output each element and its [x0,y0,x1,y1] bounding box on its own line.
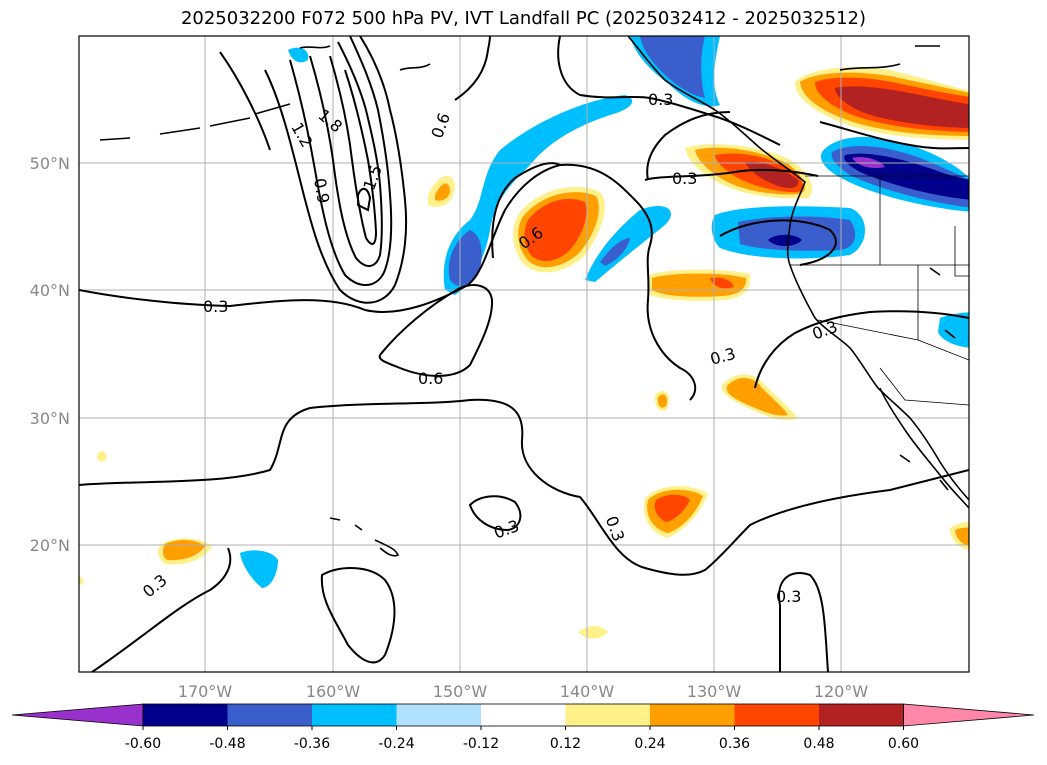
colorbar-tick-label: 0.36 [719,736,750,752]
contour-label: 1.8 [314,105,346,136]
colorbar-tick-label: 0.60 [888,736,919,752]
map-gridlines [79,36,969,672]
map-frame [78,35,970,673]
lon-tick: 160°W [306,682,361,701]
positive-anomaly [726,377,788,416]
colorbar-extend-max [903,703,1035,727]
colorbar-segment [819,704,904,726]
colorbar-tick-label: -0.36 [294,736,330,752]
shaded-anomalies [79,36,969,639]
negative-anomaly [600,238,630,266]
colorbar: -0.60 -0.48 -0.36 -0.24 -0.12 0.12 0.24 0.36 0.4… [11,703,1035,752]
lat-tick: 30°N [30,409,70,428]
lon-tick: 140°W [560,682,615,701]
positive-anomaly [578,626,608,639]
state-borders [790,175,969,406]
positive-anomaly [524,198,587,262]
colorbar-tick-label: -0.60 [125,736,161,752]
colorbar-extend-min [11,703,144,727]
colorbar-segment [734,704,820,726]
lon-tick: 120°W [814,682,869,701]
colorbar-segment [481,704,566,726]
negative-anomaly [240,550,278,588]
colorbar-segment [565,704,651,726]
negative-anomaly [448,230,482,287]
positive-anomaly [657,394,668,408]
lat-tick: 20°N [30,536,70,555]
negative-anomaly [938,312,969,348]
contour-label: 0.3 [810,317,840,344]
lon-tick: 130°W [687,682,742,701]
colorbar-tick-label: -0.24 [378,736,414,752]
contour-label: 0.3 [672,169,697,188]
contour-label: 0.9 [310,177,333,205]
contour-label: 1.5 [359,162,386,192]
positive-anomaly [79,576,84,585]
contour-label: 0.6 [418,369,443,388]
negative-anomaly [738,216,856,251]
colorbar-segment [312,704,397,726]
map-title: 2025032200 F072 500 hPa PV, IVT Landfall… [180,8,867,29]
positive-anomaly [654,494,690,522]
positive-anomaly [435,183,450,201]
negative-anomaly [288,47,309,63]
colorbar-tick-label: -0.12 [463,736,499,752]
colorbar-tick-label: 0.12 [550,736,581,752]
negative-anomaly [640,36,705,98]
colorbar-segment [650,704,735,726]
map-plot-area: 1.8 1.5 1.2 0.9 0.6 0.3 0.6 0.6 0.3 0.3 … [79,36,969,672]
pv-contours [79,36,969,672]
pv-high-contours [219,36,408,304]
contour-label: 0.3 [648,90,673,109]
lat-tick-labels: 50°N 40°N 30°N 20°N [30,154,70,555]
colorbar-segment [396,704,482,726]
contour-label: 0.3 [203,297,228,316]
colorbar-segment [143,704,228,726]
lat-tick: 40°N [30,281,70,300]
contour-label: 0.6 [427,110,454,140]
contour-label: 0.3 [491,516,521,543]
colorbar-segment [227,704,313,726]
positive-anomaly [745,161,799,188]
contour-label: 0.3 [776,587,801,606]
colorbar-tick-label: -0.48 [209,736,245,752]
contour-label: 0.3 [602,514,629,544]
lon-tick: 150°W [433,682,488,701]
lon-tick: 170°W [178,682,233,701]
positive-anomaly [96,451,107,462]
positive-anomaly [835,86,969,128]
lat-tick: 50°N [30,154,70,173]
positive-anomaly [955,527,969,547]
negative-anomaly [768,234,802,246]
positive-anomaly [710,277,734,289]
colorbar-frame [142,703,904,727]
contour-label: 0.3 [708,344,738,369]
contour-label: 0.3 [139,570,171,601]
colorbar-tick-label: 0.48 [803,736,834,752]
lon-tick-labels: 170°W 160°W 150°W 140°W 130°W 120°W [178,682,869,701]
colorbar-tick-label: 0.24 [634,736,665,752]
